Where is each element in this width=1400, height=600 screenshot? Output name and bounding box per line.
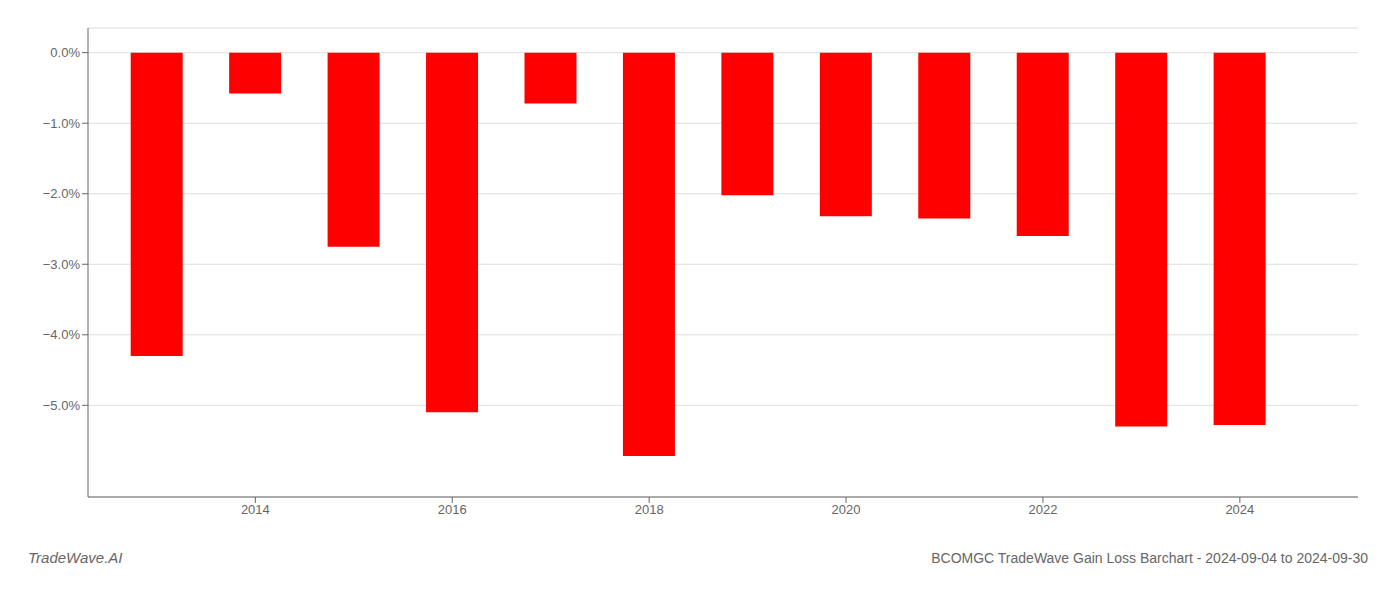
svg-text:2014: 2014 (241, 502, 270, 517)
svg-text:−5.0%: −5.0% (43, 398, 81, 413)
svg-text:2022: 2022 (1029, 502, 1058, 517)
html-text:BCOMGC TradeWave Gain Loss Bar: BCOMGC TradeWave Gain Loss Barchart - 20… (931, 549, 1368, 566)
svg-text:2020: 2020 (832, 502, 861, 517)
svg-text:2024: 2024 (1225, 502, 1254, 517)
svg-text:2018: 2018 (635, 502, 664, 517)
html-text:TradeWave.AI: TradeWave.AI (28, 549, 123, 566)
svg-text:−1.0%: −1.0% (43, 116, 81, 131)
svg-text:0.0%: 0.0% (50, 45, 80, 60)
svg-text:−2.0%: −2.0% (43, 186, 81, 201)
svg-text:2016: 2016 (438, 502, 467, 517)
svg-text:−4.0%: −4.0% (43, 327, 81, 342)
svg-text:−3.0%: −3.0% (43, 257, 81, 272)
